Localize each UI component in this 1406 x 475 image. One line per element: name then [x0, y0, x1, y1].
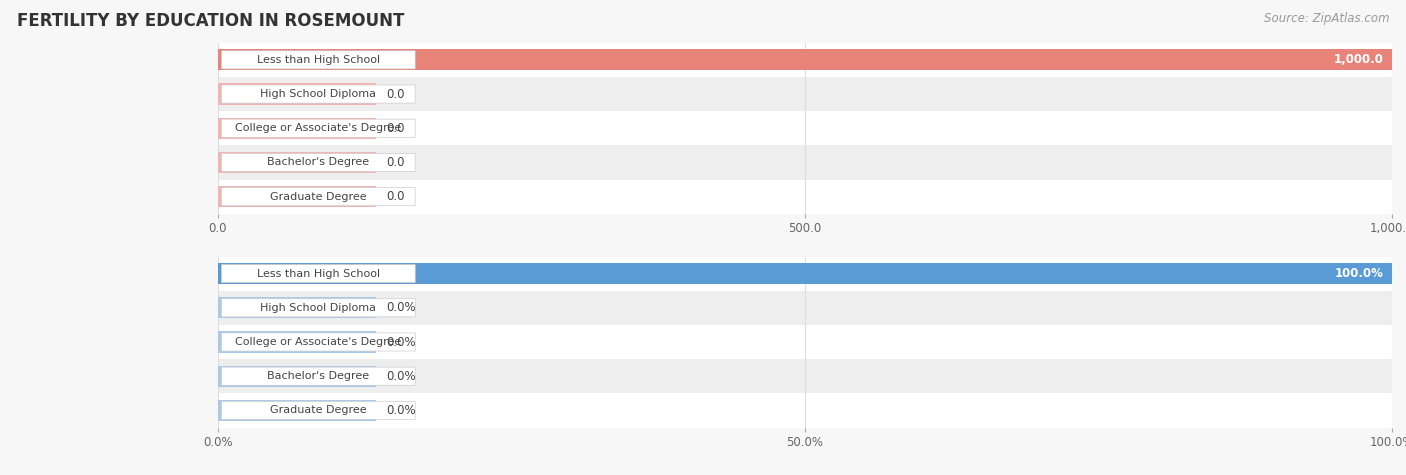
Text: 0.0: 0.0 — [385, 87, 405, 101]
FancyBboxPatch shape — [221, 265, 415, 283]
Bar — [218, 297, 377, 318]
Text: High School Diploma: High School Diploma — [260, 303, 377, 313]
Bar — [218, 186, 377, 207]
Text: 0.0: 0.0 — [385, 156, 405, 169]
Bar — [218, 145, 1392, 180]
Text: College or Associate's Degree: College or Associate's Degree — [235, 337, 402, 347]
Text: 0.0: 0.0 — [385, 122, 405, 135]
Bar — [218, 263, 1392, 284]
Bar — [218, 84, 377, 104]
FancyBboxPatch shape — [222, 51, 415, 69]
Bar — [218, 325, 1392, 359]
Bar — [218, 152, 377, 173]
Bar — [218, 291, 1392, 325]
Bar — [218, 332, 377, 352]
FancyBboxPatch shape — [221, 401, 415, 419]
Bar — [218, 256, 1392, 291]
Text: Graduate Degree: Graduate Degree — [270, 191, 367, 202]
Bar — [218, 180, 1392, 214]
FancyBboxPatch shape — [222, 85, 415, 103]
Bar — [218, 118, 377, 139]
Text: Less than High School: Less than High School — [257, 268, 380, 279]
Text: Less than High School: Less than High School — [257, 55, 380, 65]
FancyBboxPatch shape — [221, 299, 415, 317]
Bar — [218, 359, 1392, 393]
Bar — [218, 77, 1392, 111]
Text: 0.0%: 0.0% — [385, 335, 415, 349]
Text: 0.0%: 0.0% — [385, 301, 415, 314]
Text: 1,000.0: 1,000.0 — [1334, 53, 1384, 67]
Text: FERTILITY BY EDUCATION IN ROSEMOUNT: FERTILITY BY EDUCATION IN ROSEMOUNT — [17, 12, 405, 30]
Text: 0.0%: 0.0% — [385, 370, 415, 383]
Text: Bachelor's Degree: Bachelor's Degree — [267, 157, 370, 168]
Bar — [218, 49, 1392, 70]
Text: Bachelor's Degree: Bachelor's Degree — [267, 371, 370, 381]
Text: High School Diploma: High School Diploma — [260, 89, 377, 99]
Bar — [218, 111, 1392, 145]
Bar — [218, 43, 1392, 77]
FancyBboxPatch shape — [222, 188, 415, 206]
FancyBboxPatch shape — [222, 153, 415, 171]
Text: 100.0%: 100.0% — [1334, 267, 1384, 280]
Text: Source: ZipAtlas.com: Source: ZipAtlas.com — [1264, 12, 1389, 25]
Text: 0.0: 0.0 — [385, 190, 405, 203]
Text: Graduate Degree: Graduate Degree — [270, 405, 367, 416]
FancyBboxPatch shape — [221, 333, 415, 351]
FancyBboxPatch shape — [222, 119, 415, 137]
FancyBboxPatch shape — [221, 367, 415, 385]
Bar — [218, 400, 377, 421]
Bar — [218, 366, 377, 387]
Bar — [218, 393, 1392, 428]
Text: College or Associate's Degree: College or Associate's Degree — [235, 123, 402, 133]
Text: 0.0%: 0.0% — [385, 404, 415, 417]
